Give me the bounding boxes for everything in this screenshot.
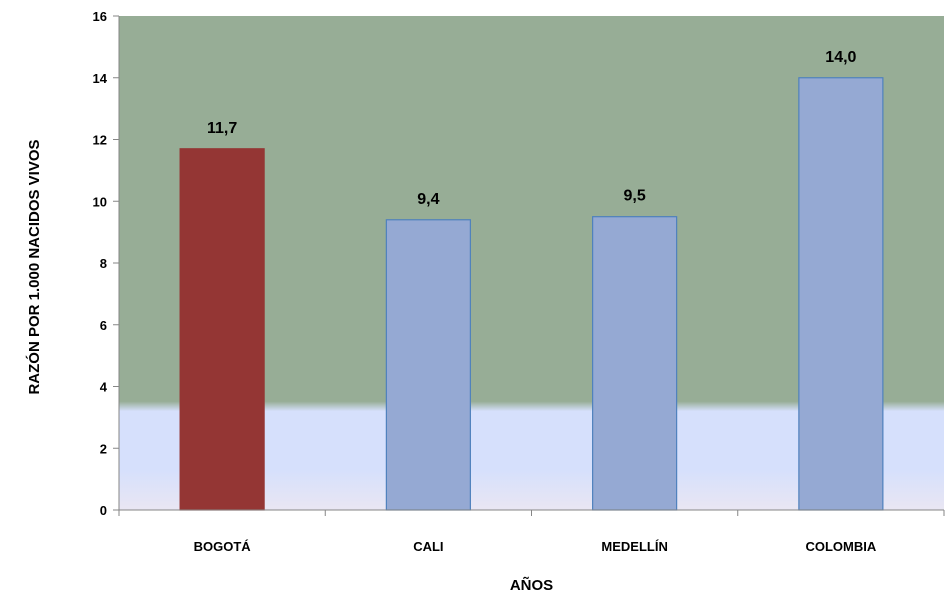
- y-tick-label-1: 2: [100, 441, 107, 456]
- y-axis-title: RAZÓN POR 1.000 NACIDOS VIVOS: [25, 139, 43, 394]
- y-tick-label-0: 0: [100, 503, 107, 518]
- bar-3: [798, 77, 884, 511]
- bar-0: [179, 148, 265, 511]
- x-tick-label-0: BOGOTÁ: [194, 539, 252, 554]
- bar-1: [385, 219, 471, 511]
- y-axis: 0 2 4 6 8 10 12 14 16: [93, 9, 120, 518]
- bars-group: [179, 77, 884, 511]
- y-tick-label-7: 14: [93, 71, 108, 86]
- y-tick-label-6: 12: [93, 133, 107, 148]
- y-tick-label-3: 6: [100, 318, 107, 333]
- data-label-1: 9,4: [417, 191, 439, 208]
- y-tick-label-5: 10: [93, 194, 107, 209]
- x-tick-label-2: MEDELLÍN: [601, 539, 667, 554]
- data-labels-group: 11,7 9,4 9,5 14,0: [207, 49, 857, 208]
- data-label-0: 11,7: [207, 120, 237, 137]
- data-label-3: 14,0: [825, 49, 856, 66]
- y-tick-label-2: 4: [100, 380, 108, 395]
- x-tick-label-3: COLOMBIA: [805, 539, 876, 554]
- y-tick-label-4: 8: [100, 256, 107, 271]
- x-axis: BOGOTÁ CALI MEDELLÍN COLOMBIA: [118, 509, 945, 554]
- x-axis-title: AÑOS: [510, 576, 553, 594]
- data-label-2: 9,5: [624, 188, 646, 205]
- bar-2: [592, 216, 678, 511]
- y-tick-label-8: 16: [93, 9, 107, 24]
- x-tick-label-1: CALI: [413, 539, 443, 554]
